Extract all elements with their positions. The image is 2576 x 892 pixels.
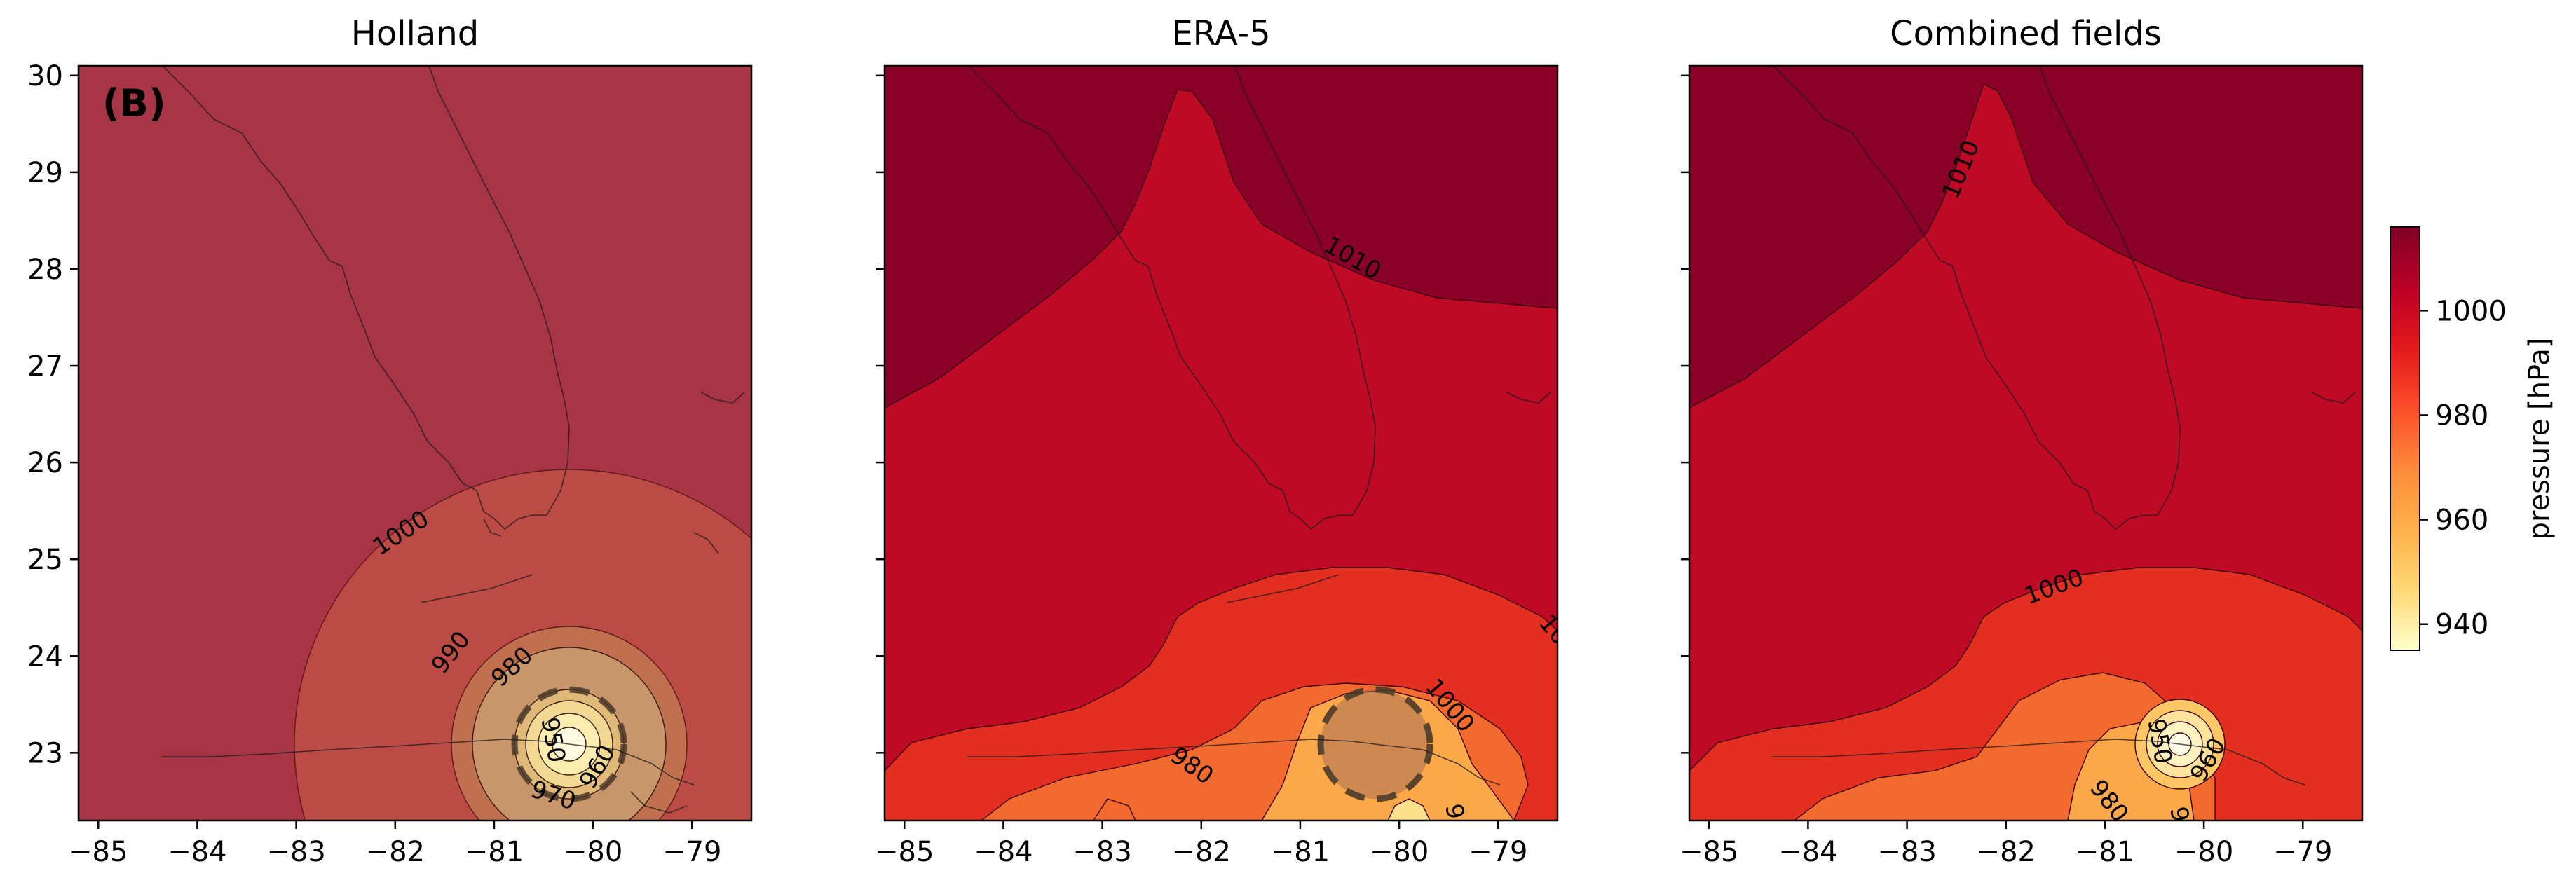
y-tick-label: 23 [27,737,63,769]
x-tick-label: −83 [266,836,325,868]
x-tick-label: −82 [1172,836,1231,868]
y-tick-label: 29 [27,157,63,189]
x-tick-label: −80 [564,836,622,868]
x-tick-label: −85 [1679,836,1738,868]
colorbar-ticks: 940 960 980 1000 [2420,295,2507,640]
holland-y-axis: 23 24 25 26 27 28 29 30 [27,60,79,770]
panel-title-holland: Holland [351,14,479,53]
panel-title-era5: ERA-5 [1171,14,1270,53]
colorbar-gradient [2390,227,2420,650]
era5-y-axis [876,76,885,753]
x-tick-label: −84 [974,836,1033,868]
colorbar-tick-label: 940 [2435,609,2488,641]
colorbar: 940 960 980 1000 pressure [hPa] [2390,227,2556,650]
colorbar-tick-label: 960 [2435,505,2488,537]
panel-title-combined: Combined fields [1890,14,2162,53]
colorbar-label: pressure [hPa] [2523,338,2556,540]
x-tick-label: −82 [366,836,425,868]
x-tick-label: −80 [1370,836,1429,868]
x-tick-label: −81 [465,836,524,868]
y-tick-label: 27 [27,350,63,383]
x-tick-label: −81 [2076,836,2134,868]
y-tick-label: 30 [27,60,63,92]
x-tick-label: −80 [2174,836,2233,868]
panel-holland: Holland 1000 990 980 950 [27,14,844,892]
panel-combined: Combined fields 1010 1000 950 960 980 9 [1679,14,2362,868]
x-tick-label: −85 [875,836,934,868]
x-tick-label: −79 [662,836,721,868]
combined-x-axis: −85 −84 −83 −82 −81 −80 −79 [1679,821,2332,868]
x-tick-label: −82 [1977,836,2036,868]
y-tick-label: 28 [27,254,63,286]
combined-y-axis [1681,76,1689,753]
x-tick-label: −83 [1877,836,1936,868]
holland-x-axis: −85 −84 −83 −82 −81 −80 −79 [69,821,721,868]
x-tick-label: −84 [168,836,226,868]
x-tick-label: −83 [1072,836,1131,868]
y-tick-label: 24 [27,640,63,673]
x-tick-label: −81 [1271,836,1330,868]
colorbar-tick-label: 1000 [2435,295,2507,327]
x-tick-label: −85 [69,836,128,868]
x-tick-label: −79 [2273,836,2332,868]
panel-era5: ERA-5 1010 1000 980 990 10 9 −85−8 [875,14,1574,868]
colorbar-tick-label: 980 [2435,399,2488,432]
era5-x-axis: −85 −84 −83 −82 −81 −80 −79 [875,821,1527,868]
x-tick-label: −84 [1778,836,1837,868]
y-tick-label: 25 [27,544,63,576]
panel-label: (B) [102,81,166,125]
x-tick-label: −79 [1468,836,1527,868]
y-tick-label: 26 [27,447,63,479]
